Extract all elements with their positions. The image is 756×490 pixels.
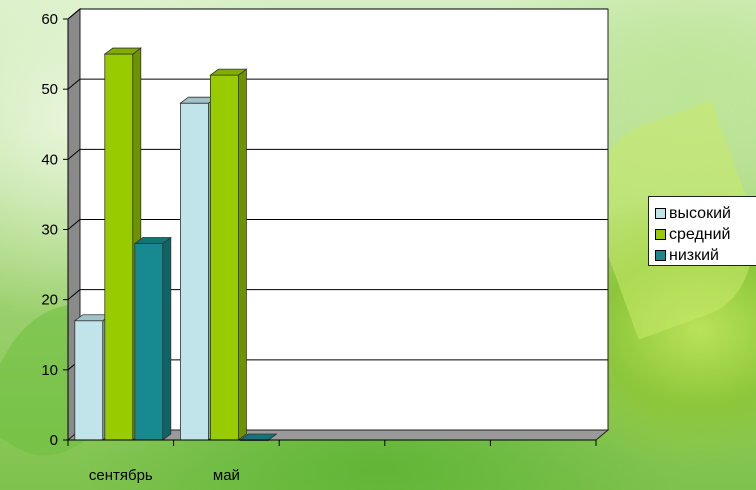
gridline	[67, 148, 608, 160]
y-tick-label: 30	[41, 222, 58, 239]
legend: высокий средний низкий	[648, 196, 756, 266]
gridline	[67, 8, 608, 20]
y-tick-label: 60	[41, 11, 58, 28]
gridline	[67, 289, 608, 301]
legend-label-medium: средний	[669, 225, 731, 243]
gridline	[67, 219, 608, 230]
legend-label-high: высокий	[669, 204, 731, 222]
bar	[133, 236, 173, 441]
bar-side	[162, 236, 172, 441]
bar-front	[104, 53, 134, 441]
y-tick-label: 10	[41, 362, 58, 379]
bar	[209, 68, 248, 441]
bar-top	[103, 47, 143, 55]
legend-swatch-low	[655, 250, 666, 261]
x-tick-label: сентябрь	[89, 467, 153, 484]
legend-item-high: высокий	[655, 203, 756, 224]
bar-front	[74, 320, 104, 441]
bar-side	[237, 68, 247, 441]
bar	[73, 313, 113, 441]
legend-label-low: низкий	[669, 246, 719, 264]
y-tick-label: 0	[50, 432, 58, 449]
bars	[73, 47, 278, 441]
gridline	[67, 78, 608, 90]
y-axis-ticks: 0 10 20 30 40 50 60	[41, 11, 68, 449]
bar-top	[133, 237, 173, 244]
x-axis-ticks: сентябрь май	[67, 440, 597, 484]
legend-item-low: низкий	[655, 245, 756, 266]
bar-top	[209, 68, 248, 76]
y-tick-label: 50	[41, 81, 58, 98]
legend-swatch-medium	[655, 229, 666, 240]
legend-item-medium: средний	[655, 224, 756, 245]
x-tick-label: май	[213, 467, 240, 484]
bar-front	[134, 243, 164, 441]
bar-front	[209, 74, 239, 441]
legend-swatch-high	[655, 208, 666, 219]
bar-front	[179, 102, 209, 441]
y-tick-label: 40	[41, 151, 58, 168]
y-tick-label: 20	[41, 292, 58, 309]
